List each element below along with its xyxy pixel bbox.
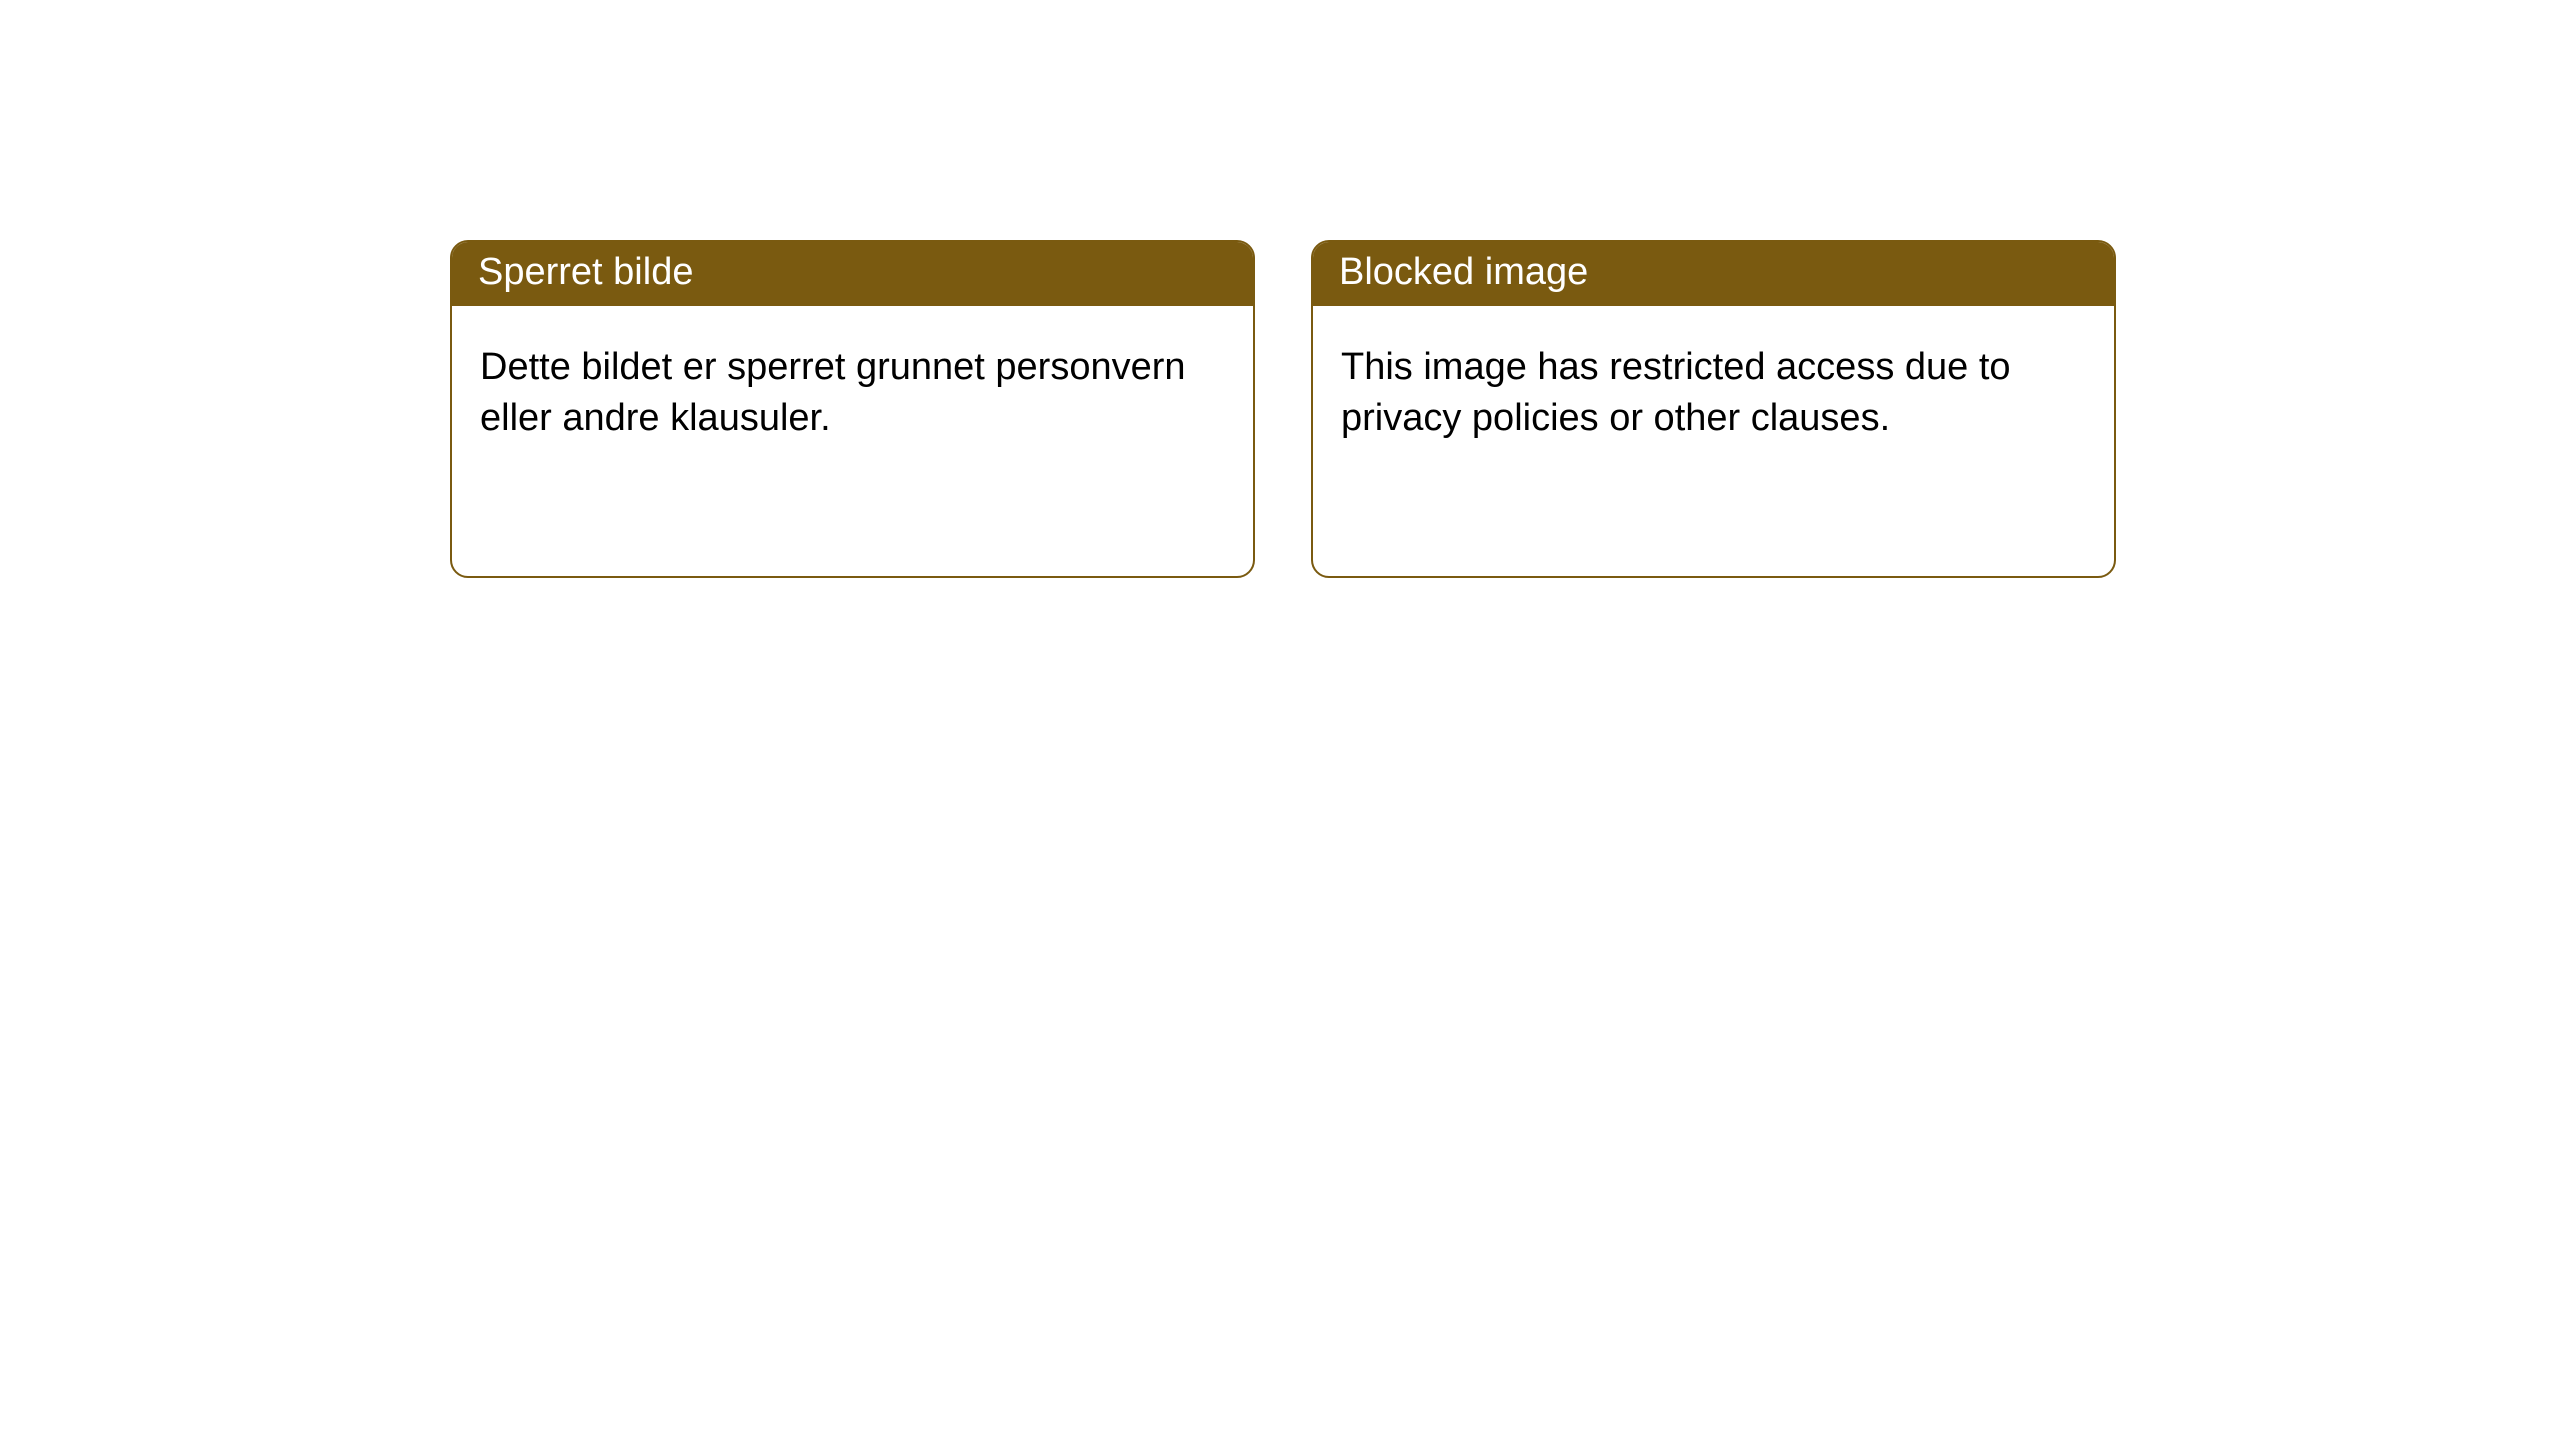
card-body-en: This image has restricted access due to … — [1313, 306, 2114, 473]
blocked-image-card-no: Sperret bilde Dette bildet er sperret gr… — [450, 240, 1255, 578]
notice-container: Sperret bilde Dette bildet er sperret gr… — [0, 0, 2560, 578]
card-title-no: Sperret bilde — [452, 242, 1253, 306]
blocked-image-card-en: Blocked image This image has restricted … — [1311, 240, 2116, 578]
card-body-no: Dette bildet er sperret grunnet personve… — [452, 306, 1253, 473]
card-title-en: Blocked image — [1313, 242, 2114, 306]
